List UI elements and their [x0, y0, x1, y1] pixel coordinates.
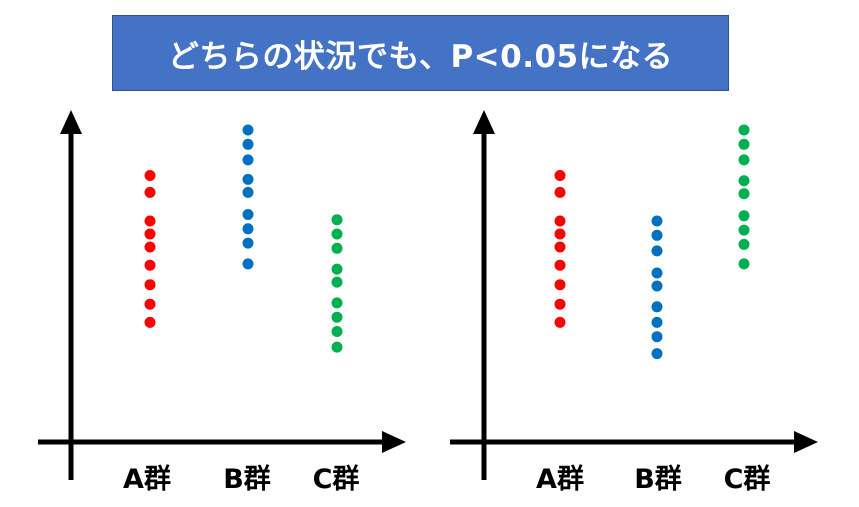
right-group-b-point-7 — [651, 316, 663, 328]
left-group-a-point-6 — [144, 259, 156, 271]
left-group-a-point-5 — [144, 241, 156, 253]
right-group-c-point-5 — [738, 188, 750, 200]
left-group-b-point-9 — [242, 258, 254, 270]
left-group-c-point-3 — [331, 242, 343, 254]
left-group-c-point-9 — [331, 341, 343, 353]
right-category-label-b: B群 — [634, 464, 682, 495]
right-group-a-point-6 — [554, 259, 566, 271]
right-group-b-point-4 — [651, 267, 663, 279]
left-group-a-point-3 — [144, 215, 156, 227]
left-group-c-point-5 — [331, 276, 343, 288]
left-group-a-point-9 — [144, 316, 156, 328]
left-group-c-point-8 — [331, 326, 343, 337]
left-group-a-point-4 — [144, 228, 156, 240]
left-group-b-point-5 — [242, 186, 254, 198]
right-group-a-point-9 — [554, 316, 566, 328]
right-group-c-point-4 — [738, 175, 750, 187]
left-group-c-point-1 — [331, 214, 343, 226]
left-group-b-point-6 — [242, 209, 254, 220]
left-x-axis-arrow-icon — [382, 431, 406, 453]
right-group-a-point-1 — [554, 170, 566, 181]
left-group-b-point-8 — [242, 237, 254, 249]
right-group-a-point-8 — [554, 298, 566, 310]
right-group-a-point-3 — [554, 215, 566, 227]
left-group-a-point-1 — [144, 170, 156, 181]
right-group-a-point-7 — [554, 279, 566, 291]
left-group-a-point-2 — [144, 186, 156, 198]
left-group-c-point-4 — [331, 263, 343, 275]
right-group-c-point-2 — [738, 138, 750, 150]
right-y-axis-arrow-icon — [473, 110, 495, 134]
right-group-a-point-4 — [554, 228, 566, 240]
left-plot: A群 B群 C群 — [38, 110, 406, 495]
right-group-b-point-5 — [651, 280, 663, 292]
left-category-label-b: B群 — [223, 464, 271, 495]
title-banner: どちらの状況でも、P<0.05になる — [112, 15, 729, 91]
right-group-c-point-7 — [738, 224, 750, 236]
left-group-b-point-2 — [242, 138, 254, 150]
right-group-b-point-2 — [651, 229, 663, 241]
right-group-c-point-3 — [738, 154, 750, 166]
left-group-a-point-8 — [144, 298, 156, 310]
right-group-b-point-8 — [651, 331, 663, 343]
left-group-b-point-4 — [242, 173, 254, 185]
left-group-b-point-3 — [242, 154, 254, 166]
right-group-c-point-6 — [738, 210, 750, 222]
left-category-label-a: A群 — [123, 464, 171, 495]
right-plot: A群 B群 C群 — [450, 110, 818, 495]
right-group-c-point-9 — [738, 258, 750, 270]
left-group-c-point-2 — [331, 228, 343, 240]
right-group-b-point-9 — [651, 348, 663, 360]
right-group-c-point-1 — [738, 124, 750, 136]
right-group-c-point-8 — [738, 238, 750, 250]
left-group-b-point-7 — [242, 223, 254, 235]
left-group-c-point-6 — [331, 297, 343, 309]
left-group-b-point-1 — [242, 124, 254, 136]
left-group-c-point-7 — [331, 311, 343, 323]
left-group-a-point-7 — [144, 279, 156, 291]
right-x-axis-arrow-icon — [794, 431, 818, 453]
right-category-label-c: C群 — [724, 464, 771, 495]
right-group-b-point-6 — [651, 301, 663, 313]
right-group-b-point-1 — [651, 215, 663, 227]
banner-title: どちらの状況でも、P<0.05になる — [167, 38, 674, 75]
right-group-b-point-3 — [651, 245, 663, 257]
left-y-axis-arrow-icon — [60, 110, 82, 134]
right-category-label-a: A群 — [536, 464, 584, 495]
right-group-a-point-2 — [554, 186, 566, 198]
left-category-label-c: C群 — [313, 464, 360, 495]
right-group-a-point-5 — [554, 241, 566, 253]
